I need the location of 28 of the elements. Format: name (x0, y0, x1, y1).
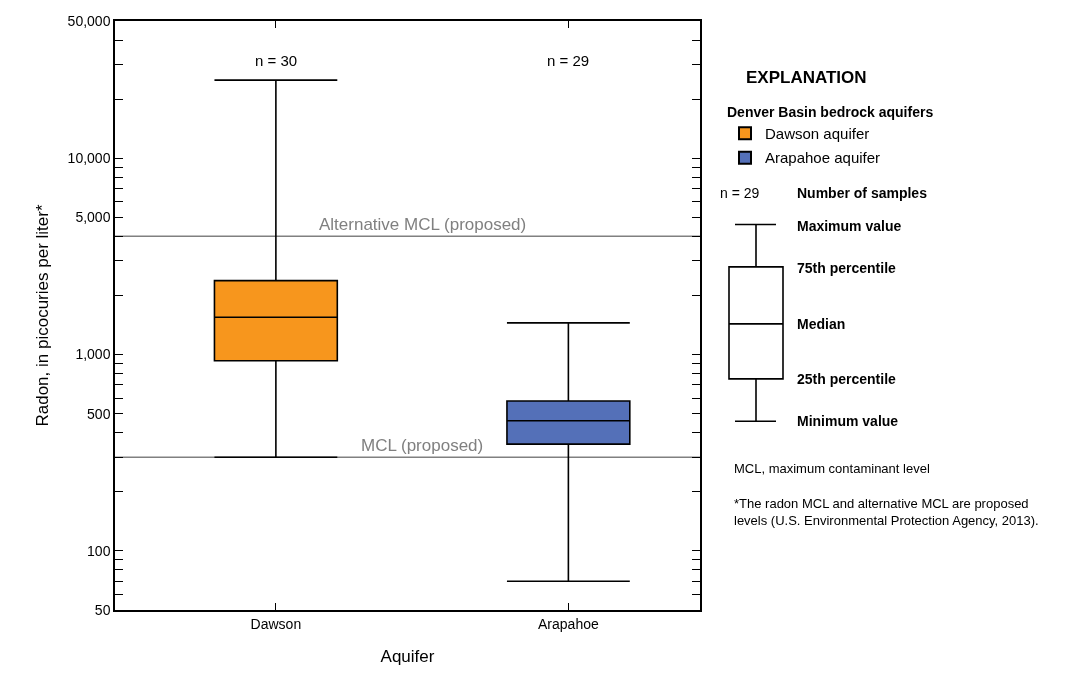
text: 25th percentile (797, 371, 897, 387)
y-tick-label: 1,000 (75, 346, 111, 363)
legend-label: Arapahoe aquifer (765, 149, 881, 167)
annotation: n = 30 (255, 52, 298, 69)
text: Maximum value (797, 218, 902, 234)
text: Median (797, 316, 846, 332)
text: n = 29 (720, 185, 760, 201)
y-tick-label: 5,000 (75, 209, 111, 226)
ref-line-label: MCL (proposed) (361, 436, 484, 455)
y-tick-label: 10,000 (67, 150, 111, 167)
x-axis-title: Aquifer (380, 647, 435, 667)
ref-line-label: Alternative MCL (proposed) (319, 215, 527, 234)
legend-label: Dawson aquifer (765, 124, 870, 142)
text: MCL, maximum contaminant level (734, 461, 930, 476)
text: Minimum value (797, 413, 899, 429)
text: Number of samples (797, 185, 928, 201)
y-tick-label: 100 (87, 542, 111, 559)
x-tick-label: Dawson (250, 615, 302, 632)
y-tick-label: 50,000 (67, 12, 111, 29)
annotation: n = 29 (547, 52, 590, 69)
text: *The radon MCL and alternative MCL are proposed levels (U.S. Environmental Protection Agency, 2013). (734, 496, 1039, 528)
text: EXPLANATION (746, 68, 867, 87)
x-tick-label: Arapahoe (538, 615, 599, 632)
y-tick-label: 500 (87, 405, 111, 422)
y-axis-title: Radon, in picocuries per liter* (32, 204, 52, 427)
text: 75th percentile (797, 260, 897, 276)
legend-title: Denver Basin bedrock aquifers (727, 103, 934, 120)
y-tick-label: 50 (94, 601, 111, 618)
